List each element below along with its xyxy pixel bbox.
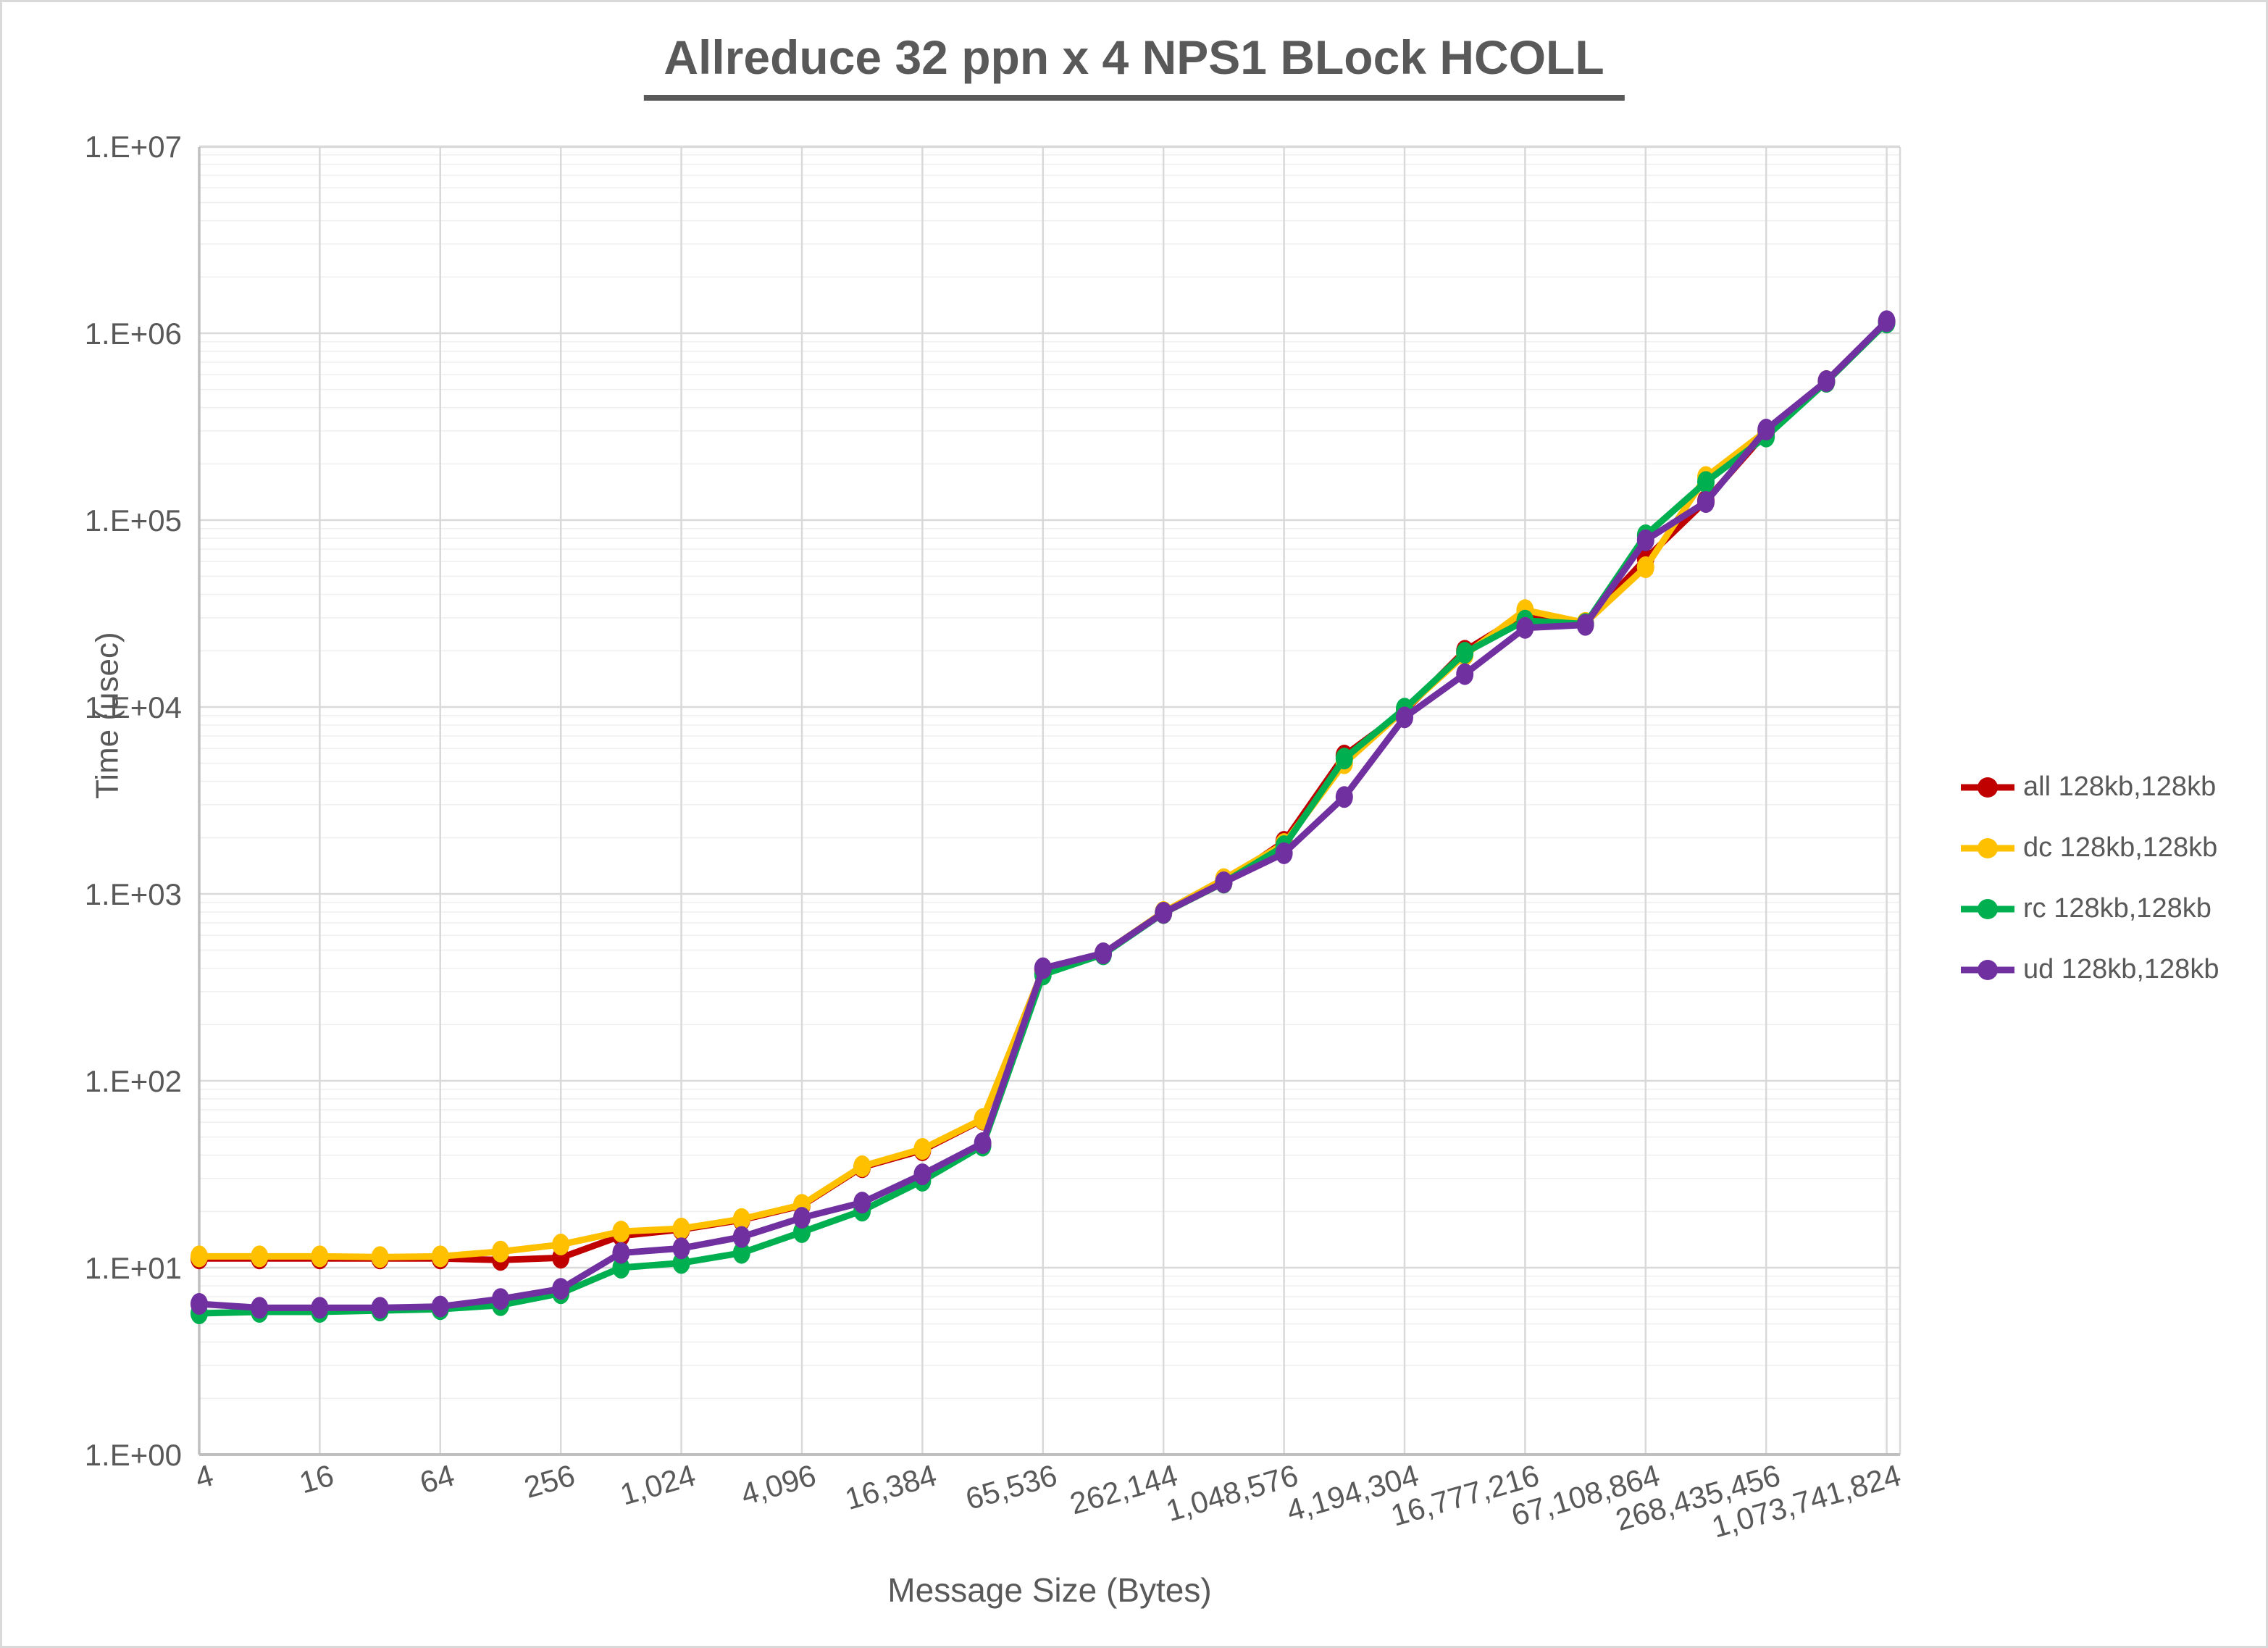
- data-point-ud: [1516, 616, 1534, 639]
- x-tick-label: 65,536: [962, 1457, 1060, 1516]
- data-point-ud: [913, 1163, 932, 1186]
- data-point-dc: [853, 1155, 871, 1177]
- data-point-dc: [371, 1246, 389, 1268]
- data-point-dc: [492, 1240, 509, 1263]
- data-point-ud: [1215, 871, 1233, 893]
- data-point-ud: [793, 1207, 811, 1229]
- legend-label: all 128kb,128kb: [2023, 771, 2217, 802]
- x-tick-label: 4: [191, 1457, 217, 1495]
- data-point-ud: [431, 1295, 449, 1318]
- data-point-ud: [853, 1192, 871, 1214]
- data-point-dc: [311, 1245, 329, 1268]
- legend-marker-icon: [1961, 837, 2014, 858]
- data-point-rc: [1697, 471, 1715, 493]
- x-tick-label: 262,144: [1066, 1457, 1181, 1521]
- y-axis-title: Time (usec): [89, 632, 125, 799]
- x-tick-label: 16,384: [841, 1457, 940, 1516]
- legend-marker-icon: [1961, 777, 2014, 798]
- data-point-ud: [492, 1288, 509, 1310]
- legend-item: dc 128kb,128kb: [1959, 832, 2219, 863]
- data-point-ud: [612, 1242, 630, 1264]
- data-point-dc: [431, 1245, 449, 1268]
- data-point-ud: [1636, 529, 1654, 551]
- data-point-ud: [371, 1297, 389, 1319]
- chart-title: Allreduce 32 ppn x 4 NPS1 BLock HCOLL: [643, 30, 1625, 101]
- legend: all 128kb,128kb dc 128kb,128kb rc 128kb,12…: [1959, 771, 2219, 985]
- data-point-dc: [552, 1234, 570, 1256]
- data-point-ud: [672, 1237, 690, 1260]
- legend-marker-icon: [1961, 959, 2014, 980]
- data-point-dc: [913, 1138, 932, 1160]
- data-point-dc: [612, 1221, 630, 1243]
- data-point-ud: [1155, 901, 1173, 924]
- legend-item: all 128kb,128kb: [1959, 771, 2219, 803]
- legend-item: rc 128kb,128kb: [1959, 893, 2219, 924]
- data-point-ud: [552, 1278, 570, 1300]
- data-point-ud: [1757, 419, 1775, 441]
- data-point-ud: [732, 1226, 750, 1248]
- data-point-ud: [1275, 842, 1293, 864]
- data-point-dc: [191, 1245, 208, 1268]
- data-point-ud: [1576, 614, 1594, 636]
- data-point-ud: [1878, 310, 1896, 332]
- data-point-rc: [732, 1242, 750, 1264]
- data-point-rc: [1335, 748, 1353, 770]
- data-point-ud: [1456, 663, 1474, 685]
- legend-item: ud 128kb,128kb: [1959, 954, 2219, 985]
- data-point-ud: [974, 1132, 992, 1155]
- data-point-dc: [1636, 556, 1654, 578]
- x-tick-label: 64: [416, 1457, 458, 1499]
- legend-label: ud 128kb,128kb: [2023, 954, 2219, 984]
- data-point-ud: [1697, 490, 1715, 513]
- x-axis-title: Message Size (Bytes): [887, 1571, 1212, 1609]
- y-tick-label: 1.E+02: [85, 1064, 182, 1098]
- data-point-dc: [732, 1208, 750, 1230]
- y-tick-label: 1.E+05: [85, 503, 182, 538]
- data-point-ud: [1396, 706, 1413, 729]
- data-point-ud: [1817, 369, 1836, 392]
- data-point-ud: [191, 1293, 208, 1316]
- x-tick-label: 16: [296, 1457, 338, 1499]
- data-point-ud: [1335, 786, 1353, 808]
- data-point-ud: [1095, 942, 1112, 965]
- x-tick-label: 1,048,576: [1163, 1457, 1302, 1528]
- data-point-rc: [1456, 642, 1474, 664]
- y-tick-label: 1.E+06: [85, 317, 182, 351]
- data-point-ud: [311, 1297, 329, 1319]
- y-tick-label: 1.E+03: [85, 877, 182, 911]
- legend-marker-icon: [1961, 898, 2014, 919]
- y-tick-label: 1.E+01: [85, 1251, 182, 1285]
- legend-label: rc 128kb,128kb: [2023, 893, 2211, 924]
- x-tick-label: 1,024: [616, 1457, 699, 1511]
- x-tick-label: 4,096: [737, 1457, 819, 1511]
- y-tick-label: 1.E+04: [85, 690, 182, 724]
- x-tick-label: 256: [520, 1457, 578, 1504]
- legend-label: dc 128kb,128kb: [2023, 832, 2218, 863]
- data-point-dc: [672, 1217, 690, 1239]
- y-tick-label: 1.E+00: [85, 1438, 182, 1472]
- data-point-ud: [1034, 957, 1052, 979]
- y-tick-label: 1.E+07: [85, 130, 182, 164]
- data-point-ud: [251, 1297, 269, 1319]
- data-point-dc: [251, 1245, 269, 1268]
